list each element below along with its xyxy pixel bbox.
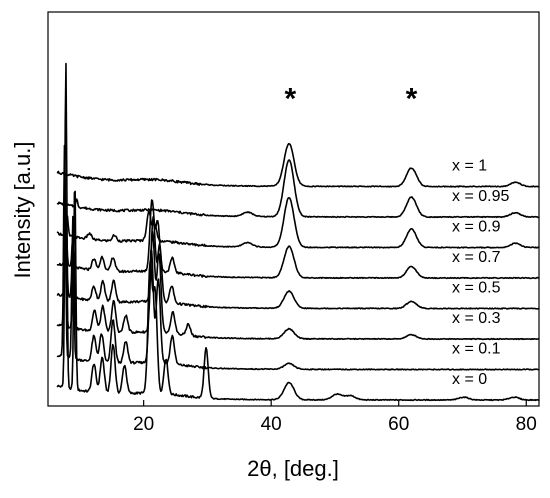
series-label-2: x = 0.3 bbox=[452, 310, 501, 327]
series-trace-5 bbox=[56, 196, 540, 249]
series-label-5: x = 0.9 bbox=[452, 219, 501, 236]
peak-annotations: * * bbox=[284, 83, 417, 116]
peak-annotation-star-0: * bbox=[284, 83, 296, 116]
series-label-3: x = 0.5 bbox=[452, 280, 501, 297]
x-axis-ticks: 20 40 60 80 bbox=[133, 400, 537, 435]
y-axis-title: Intensity [a.u.] bbox=[10, 142, 35, 279]
series-label-6: x = 0.95 bbox=[452, 188, 509, 205]
series-trace-2 bbox=[56, 191, 540, 341]
series-trace-4 bbox=[56, 199, 540, 280]
series-label-0: x = 0 bbox=[452, 371, 487, 388]
series-label-7: x = 1 bbox=[452, 158, 487, 175]
series-trace-0 bbox=[56, 62, 540, 402]
x-tick-label-60: 60 bbox=[388, 414, 409, 435]
x-tick-label-80: 80 bbox=[516, 414, 537, 435]
series-label-1: x = 0.1 bbox=[452, 341, 501, 358]
series-labels: x = 0 x = 0.1 x = 0.3 x = 0.5 x = 0.7 x = 0.9… bbox=[452, 158, 509, 389]
peak-annotation-star-1: * bbox=[406, 83, 418, 116]
series-trace-1 bbox=[56, 144, 540, 371]
series-trace-3 bbox=[56, 210, 540, 310]
plot-frame bbox=[47, 11, 540, 407]
x-tick-label-20: 20 bbox=[133, 414, 154, 435]
series-trace-7 bbox=[56, 142, 540, 188]
series-label-4: x = 0.7 bbox=[452, 249, 501, 266]
series-traces bbox=[56, 62, 540, 402]
x-tick-label-40: 40 bbox=[261, 414, 282, 435]
series-trace-6 bbox=[56, 159, 540, 219]
x-axis-title: 2θ, [deg.] bbox=[247, 456, 339, 481]
